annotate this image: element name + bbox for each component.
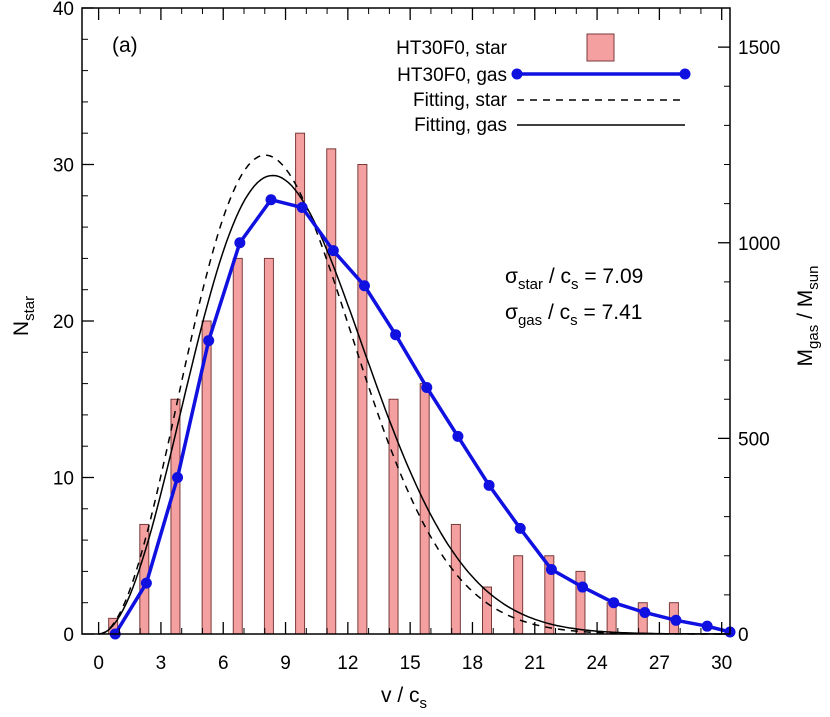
y-axis-right: 0 500 1000 1500 <box>718 38 780 646</box>
y-left-tick-label: 20 <box>53 312 74 333</box>
panel-label: (a) <box>112 34 138 57</box>
legend-label-fit-star: Fitting, star <box>413 90 508 111</box>
x-tick-label: 3 <box>156 653 167 674</box>
x-axis: 0 3 6 9 12 15 18 21 24 27 30 <box>93 8 732 674</box>
legend-label-fit-gas: Fitting, gas <box>414 115 507 136</box>
fit-gas-line <box>98 174 728 635</box>
gas-point <box>639 606 651 618</box>
fit-curves <box>98 154 728 635</box>
gas-point <box>452 430 464 442</box>
gas-point <box>608 597 620 609</box>
star-bar <box>357 164 368 635</box>
gas-point <box>514 522 526 534</box>
x-tick-label: 21 <box>524 653 545 674</box>
gas-point <box>327 245 339 257</box>
legend-swatch-star <box>586 33 615 62</box>
gas-point <box>421 382 433 394</box>
gas-point <box>296 202 308 214</box>
legend-marker-gas-right <box>679 68 691 80</box>
y-right-tick-label: 0 <box>738 625 749 646</box>
gas-point <box>390 329 402 341</box>
gas-point <box>670 614 682 626</box>
star-bar <box>232 257 243 635</box>
x-tick-label: 6 <box>218 653 229 674</box>
gas-point <box>577 581 589 593</box>
fit-star-line <box>98 154 728 635</box>
x-tick-label: 12 <box>337 653 358 674</box>
legend-label-gas: HT30F0, gas <box>397 65 507 86</box>
gas-point <box>140 577 152 589</box>
x-tick-label: 9 <box>280 653 291 674</box>
gas-point <box>483 479 495 491</box>
star-bar <box>450 523 461 635</box>
x-tick-label: 27 <box>649 653 670 674</box>
x-tick-label: 24 <box>587 653 609 674</box>
gas-point <box>545 563 557 575</box>
gas-series <box>109 194 736 640</box>
gas-point <box>358 280 370 292</box>
star-bar <box>326 148 337 635</box>
y-left-tick-label: 10 <box>53 469 74 490</box>
y-axis-right-label: Mgas / Msun <box>794 266 822 367</box>
y-right-tick-label: 500 <box>738 429 770 450</box>
gas-point <box>203 335 215 347</box>
annotation-sigma-star: σstar / cs = 7.09 <box>505 265 643 293</box>
legend-marker-gas-left <box>511 68 523 80</box>
x-axis-label: v / cs <box>381 684 427 712</box>
star-bars <box>108 132 679 635</box>
gas-point <box>701 620 713 632</box>
gas-point <box>234 237 246 249</box>
y-left-tick-label: 30 <box>53 156 74 177</box>
star-bar <box>263 257 274 635</box>
annotation-sigma-gas: σgas / cs = 7.41 <box>505 301 642 329</box>
legend: HT30F0, star HT30F0, gas Fitting, star F… <box>396 33 691 136</box>
legend-label-star: HT30F0, star <box>396 38 508 59</box>
x-tick-label: 0 <box>93 653 104 674</box>
x-tick-label: 30 <box>711 653 732 674</box>
star-bar <box>388 398 399 635</box>
y-axis-left-label: Nstar <box>10 296 38 336</box>
x-tick-label: 15 <box>400 653 421 674</box>
y-left-tick-label: 40 <box>53 0 74 20</box>
gas-point <box>172 472 184 483</box>
y-right-tick-label: 1500 <box>738 38 780 59</box>
star-bar <box>513 555 524 635</box>
y-axis-left: 0 10 20 30 40 <box>53 0 94 646</box>
y-left-tick-label: 0 <box>63 625 74 646</box>
y-right-tick-label: 1000 <box>738 234 780 255</box>
gas-point <box>265 194 277 206</box>
x-tick-label: 18 <box>462 653 483 674</box>
star-bar <box>575 570 586 635</box>
